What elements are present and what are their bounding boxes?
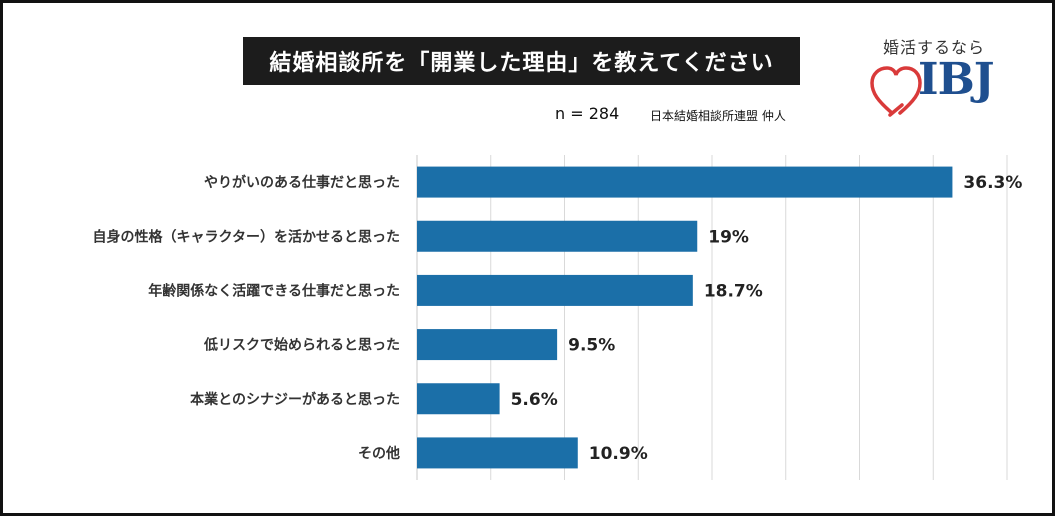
heart-icon — [870, 66, 922, 117]
value-label: 5.6% — [511, 390, 558, 410]
value-label: 9.5% — [568, 336, 615, 356]
value-label: 10.9% — [589, 444, 648, 464]
category-label: 年齢関係なく活躍できる仕事だと思った — [148, 282, 400, 299]
category-label: その他 — [358, 445, 400, 462]
bar — [417, 437, 578, 469]
bar — [417, 383, 500, 415]
chart-title: 結婚相談所を「開業した理由」を教えてください — [243, 37, 800, 85]
category-label: やりがいのある仕事だと思った — [204, 174, 400, 191]
category-label: 本業とのシナジーがあると思った — [190, 391, 400, 408]
bar — [417, 166, 953, 198]
value-label: 19% — [708, 227, 749, 247]
value-label: 18.7% — [704, 281, 763, 301]
bar — [417, 329, 558, 361]
logo-tagline: 婚活するなら — [883, 38, 986, 57]
category-label: 低リスクで始められると思った — [203, 337, 400, 354]
value-label: 36.3% — [963, 173, 1022, 193]
bar — [417, 274, 693, 306]
sample-size: n = 284 — [555, 104, 620, 123]
bar — [417, 220, 698, 252]
source-label: 日本結婚相談所連盟 仲人 — [650, 109, 786, 123]
logo-name: IBJ — [918, 54, 995, 105]
category-label: 自身の性格（キャラクター）を活かせると思った — [93, 228, 400, 245]
